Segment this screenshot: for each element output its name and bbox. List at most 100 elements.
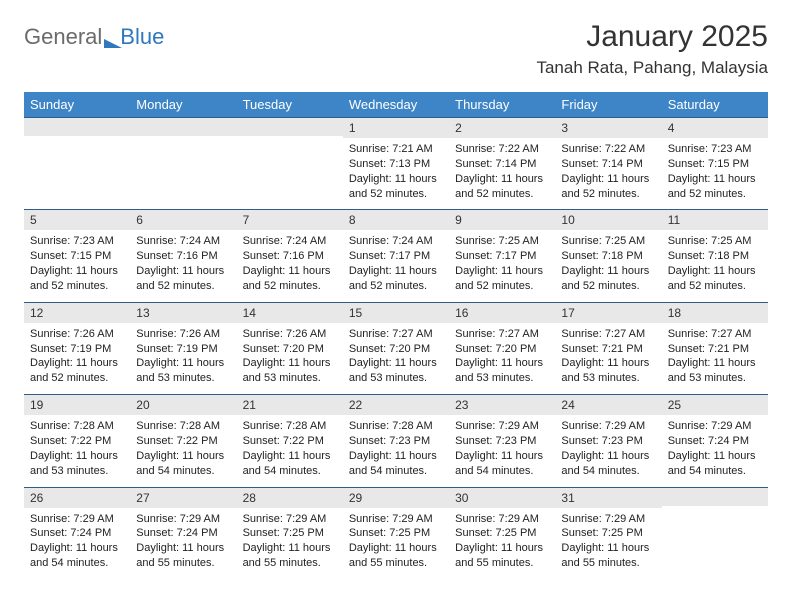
sunrise-text: Sunrise: 7:27 AM <box>561 327 655 342</box>
sunrise-text: Sunrise: 7:24 AM <box>136 234 230 249</box>
day-cell: 28Sunrise: 7:29 AMSunset: 7:25 PMDayligh… <box>237 487 343 579</box>
day-number: 8 <box>343 210 449 230</box>
day-data: Sunrise: 7:29 AMSunset: 7:24 PMDaylight:… <box>662 415 768 486</box>
title-block: January 2025 Tanah Rata, Pahang, Malaysi… <box>536 20 768 78</box>
day-data: Sunrise: 7:24 AMSunset: 7:16 PMDaylight:… <box>237 230 343 301</box>
day-cell: 6Sunrise: 7:24 AMSunset: 7:16 PMDaylight… <box>130 210 236 302</box>
day-cell: 10Sunrise: 7:25 AMSunset: 7:18 PMDayligh… <box>555 210 661 302</box>
day-header: Thursday <box>449 92 555 118</box>
day-cell: 30Sunrise: 7:29 AMSunset: 7:25 PMDayligh… <box>449 487 555 579</box>
sunrise-text: Sunrise: 7:27 AM <box>455 327 549 342</box>
header: General Blue January 2025 Tanah Rata, Pa… <box>24 20 768 78</box>
day-header: Monday <box>130 92 236 118</box>
day-data: Sunrise: 7:28 AMSunset: 7:22 PMDaylight:… <box>24 415 130 486</box>
sunset-text: Sunset: 7:16 PM <box>136 249 230 264</box>
sunset-text: Sunset: 7:23 PM <box>349 434 443 449</box>
daylight-text: Daylight: 11 hours and 55 minutes. <box>243 541 337 571</box>
day-number: 10 <box>555 210 661 230</box>
day-number: 25 <box>662 395 768 415</box>
daylight-text: Daylight: 11 hours and 52 minutes. <box>668 264 762 294</box>
sunset-text: Sunset: 7:24 PM <box>30 526 124 541</box>
sunset-text: Sunset: 7:15 PM <box>30 249 124 264</box>
sunset-text: Sunset: 7:15 PM <box>668 157 762 172</box>
daylight-text: Daylight: 11 hours and 54 minutes. <box>349 449 443 479</box>
sunrise-text: Sunrise: 7:29 AM <box>136 512 230 527</box>
daylight-text: Daylight: 11 hours and 53 minutes. <box>349 356 443 386</box>
sunrise-text: Sunrise: 7:26 AM <box>30 327 124 342</box>
sunrise-text: Sunrise: 7:29 AM <box>561 512 655 527</box>
day-data: Sunrise: 7:24 AMSunset: 7:17 PMDaylight:… <box>343 230 449 301</box>
sunrise-text: Sunrise: 7:26 AM <box>243 327 337 342</box>
day-data: Sunrise: 7:27 AMSunset: 7:20 PMDaylight:… <box>449 323 555 394</box>
day-header: Friday <box>555 92 661 118</box>
daylight-text: Daylight: 11 hours and 52 minutes. <box>455 172 549 202</box>
day-data: Sunrise: 7:29 AMSunset: 7:23 PMDaylight:… <box>555 415 661 486</box>
daylight-text: Daylight: 11 hours and 52 minutes. <box>455 264 549 294</box>
day-data: Sunrise: 7:23 AMSunset: 7:15 PMDaylight:… <box>662 138 768 209</box>
day-data: Sunrise: 7:21 AMSunset: 7:13 PMDaylight:… <box>343 138 449 209</box>
sunset-text: Sunset: 7:22 PM <box>30 434 124 449</box>
daylight-text: Daylight: 11 hours and 52 minutes. <box>136 264 230 294</box>
day-cell <box>237 118 343 210</box>
week-row: 5Sunrise: 7:23 AMSunset: 7:15 PMDaylight… <box>24 210 768 302</box>
day-number: 17 <box>555 303 661 323</box>
day-data: Sunrise: 7:25 AMSunset: 7:18 PMDaylight:… <box>555 230 661 301</box>
week-row: 26Sunrise: 7:29 AMSunset: 7:24 PMDayligh… <box>24 487 768 579</box>
sunset-text: Sunset: 7:19 PM <box>30 342 124 357</box>
sunrise-text: Sunrise: 7:26 AM <box>136 327 230 342</box>
location-text: Tanah Rata, Pahang, Malaysia <box>536 58 768 78</box>
calendar-page: General Blue January 2025 Tanah Rata, Pa… <box>0 0 792 599</box>
day-cell: 18Sunrise: 7:27 AMSunset: 7:21 PMDayligh… <box>662 302 768 394</box>
sunrise-text: Sunrise: 7:27 AM <box>668 327 762 342</box>
day-cell: 3Sunrise: 7:22 AMSunset: 7:14 PMDaylight… <box>555 118 661 210</box>
day-cell: 2Sunrise: 7:22 AMSunset: 7:14 PMDaylight… <box>449 118 555 210</box>
sunrise-text: Sunrise: 7:22 AM <box>455 142 549 157</box>
day-number: 18 <box>662 303 768 323</box>
sunrise-text: Sunrise: 7:27 AM <box>349 327 443 342</box>
day-cell: 17Sunrise: 7:27 AMSunset: 7:21 PMDayligh… <box>555 302 661 394</box>
day-cell: 12Sunrise: 7:26 AMSunset: 7:19 PMDayligh… <box>24 302 130 394</box>
sunrise-text: Sunrise: 7:29 AM <box>668 419 762 434</box>
day-number: 29 <box>343 488 449 508</box>
day-data: Sunrise: 7:28 AMSunset: 7:23 PMDaylight:… <box>343 415 449 486</box>
sunset-text: Sunset: 7:21 PM <box>561 342 655 357</box>
day-number: 9 <box>449 210 555 230</box>
sunrise-text: Sunrise: 7:23 AM <box>668 142 762 157</box>
day-data: Sunrise: 7:25 AMSunset: 7:18 PMDaylight:… <box>662 230 768 301</box>
month-title: January 2025 <box>536 20 768 54</box>
day-number: 31 <box>555 488 661 508</box>
day-number: 7 <box>237 210 343 230</box>
daylight-text: Daylight: 11 hours and 54 minutes. <box>668 449 762 479</box>
day-number: 27 <box>130 488 236 508</box>
sunrise-text: Sunrise: 7:21 AM <box>349 142 443 157</box>
sunset-text: Sunset: 7:20 PM <box>455 342 549 357</box>
sunset-text: Sunset: 7:13 PM <box>349 157 443 172</box>
day-number: 30 <box>449 488 555 508</box>
sunrise-text: Sunrise: 7:28 AM <box>349 419 443 434</box>
sunset-text: Sunset: 7:20 PM <box>349 342 443 357</box>
logo-text-blue: Blue <box>120 24 164 50</box>
sunset-text: Sunset: 7:16 PM <box>243 249 337 264</box>
daylight-text: Daylight: 11 hours and 55 minutes. <box>561 541 655 571</box>
day-data: Sunrise: 7:26 AMSunset: 7:19 PMDaylight:… <box>24 323 130 394</box>
sunset-text: Sunset: 7:21 PM <box>668 342 762 357</box>
day-cell: 20Sunrise: 7:28 AMSunset: 7:22 PMDayligh… <box>130 395 236 487</box>
day-header-row: Sunday Monday Tuesday Wednesday Thursday… <box>24 92 768 118</box>
day-cell: 9Sunrise: 7:25 AMSunset: 7:17 PMDaylight… <box>449 210 555 302</box>
sunrise-text: Sunrise: 7:22 AM <box>561 142 655 157</box>
daylight-text: Daylight: 11 hours and 53 minutes. <box>30 449 124 479</box>
day-number <box>130 118 236 136</box>
sunset-text: Sunset: 7:19 PM <box>136 342 230 357</box>
day-number <box>662 488 768 506</box>
day-data: Sunrise: 7:26 AMSunset: 7:20 PMDaylight:… <box>237 323 343 394</box>
day-cell: 25Sunrise: 7:29 AMSunset: 7:24 PMDayligh… <box>662 395 768 487</box>
day-cell: 5Sunrise: 7:23 AMSunset: 7:15 PMDaylight… <box>24 210 130 302</box>
day-cell: 26Sunrise: 7:29 AMSunset: 7:24 PMDayligh… <box>24 487 130 579</box>
daylight-text: Daylight: 11 hours and 52 minutes. <box>349 264 443 294</box>
daylight-text: Daylight: 11 hours and 53 minutes. <box>136 356 230 386</box>
day-cell: 29Sunrise: 7:29 AMSunset: 7:25 PMDayligh… <box>343 487 449 579</box>
day-cell: 8Sunrise: 7:24 AMSunset: 7:17 PMDaylight… <box>343 210 449 302</box>
day-cell: 11Sunrise: 7:25 AMSunset: 7:18 PMDayligh… <box>662 210 768 302</box>
day-data: Sunrise: 7:29 AMSunset: 7:25 PMDaylight:… <box>343 508 449 579</box>
sunset-text: Sunset: 7:24 PM <box>668 434 762 449</box>
